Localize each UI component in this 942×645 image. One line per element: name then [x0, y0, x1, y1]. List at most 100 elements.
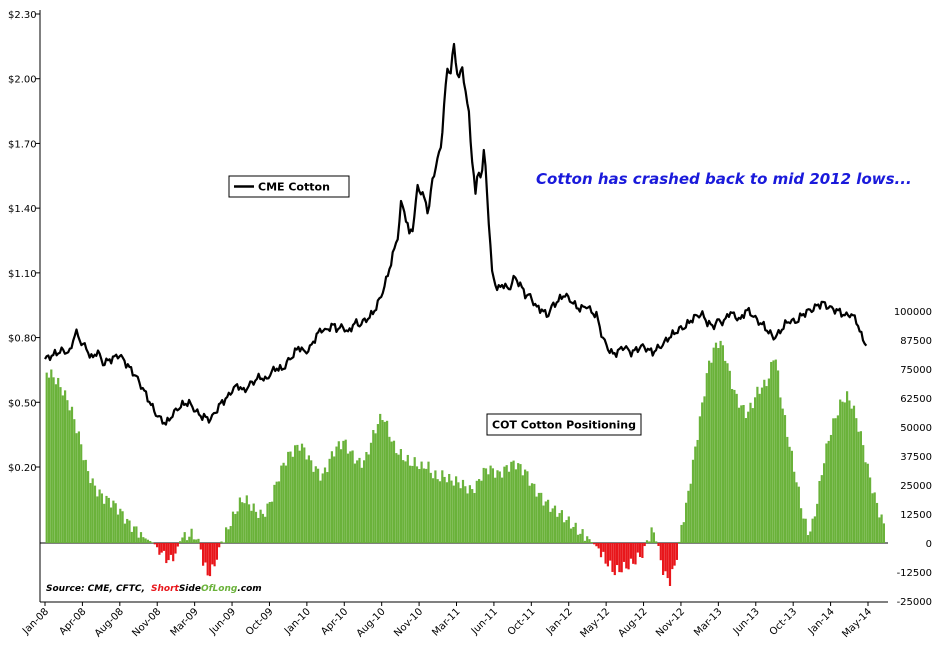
x-tick-label: Jan-12: [544, 606, 575, 637]
cot-bar: [880, 514, 883, 543]
cot-bar: [777, 370, 780, 543]
cot-bar: [399, 449, 402, 543]
cot-bar: [848, 400, 851, 543]
cot-bar: [609, 543, 612, 561]
cot-bar: [420, 461, 423, 543]
cot-bar: [662, 543, 665, 575]
y-left-tick-label: $2.30: [8, 10, 37, 21]
cot-bar: [590, 542, 593, 543]
cot-bar: [351, 450, 354, 543]
cot-bar: [146, 539, 149, 543]
cot-bar: [816, 503, 819, 543]
cot-bar: [689, 483, 692, 543]
cot-bar: [227, 529, 230, 543]
cot-bar: [450, 480, 453, 543]
cot-bar: [802, 518, 805, 543]
cot-bar: [346, 453, 350, 543]
cot-bar: [188, 536, 191, 543]
cot-bar: [570, 528, 573, 543]
x-tick-label: Aug-10: [355, 606, 388, 639]
cot-bar: [167, 543, 170, 561]
y-right-tick-label: 25000: [900, 481, 932, 492]
cot-bar: [342, 440, 345, 543]
cot-bar: [142, 537, 145, 543]
cot-bar: [257, 517, 260, 543]
x-tick-label: Mar-13: [692, 606, 724, 638]
cot-bar: [365, 451, 368, 543]
cot-bar: [579, 533, 582, 543]
cot-bar: [432, 478, 435, 543]
cot-bar: [151, 542, 154, 543]
cot-bar: [846, 391, 849, 543]
cot-bar: [165, 543, 168, 564]
cot-bar: [871, 493, 874, 543]
cot-bar: [402, 460, 405, 543]
cot-bar: [813, 516, 816, 543]
cot-bar: [126, 518, 129, 543]
cot-bar: [153, 543, 156, 545]
cot-bar: [482, 467, 485, 543]
cot-bar: [52, 377, 55, 543]
cot-bar: [779, 397, 782, 543]
cot-bar: [54, 384, 57, 543]
cot-bar: [103, 503, 106, 543]
cot-bar: [116, 514, 120, 543]
cot-bar: [616, 543, 619, 566]
cot-bar: [229, 526, 232, 543]
cot-bar: [740, 405, 743, 543]
cot-bar: [369, 442, 373, 543]
cot-bar: [245, 495, 248, 543]
cot-bar: [461, 479, 465, 543]
cot-bar: [266, 503, 269, 543]
cot-bar: [703, 396, 706, 543]
cot-bar: [160, 543, 163, 553]
cot-bar: [528, 485, 531, 543]
y-right-tick-label: 37500: [900, 452, 932, 463]
cot-bar: [742, 405, 745, 543]
cot-bar: [434, 470, 437, 543]
x-tick-label: Nov-10: [392, 606, 425, 639]
cot-bar: [581, 529, 584, 543]
cot-bar: [620, 543, 623, 573]
cot-bar: [524, 469, 527, 543]
cot-bar: [487, 474, 490, 543]
cot-bar: [806, 535, 810, 543]
cot-bar: [243, 503, 246, 543]
cot-bar: [832, 418, 835, 543]
cot-bar: [574, 522, 577, 543]
cot-bar: [130, 531, 133, 543]
cot-bar: [466, 493, 469, 543]
legend-line-label: CME Cotton: [258, 181, 330, 194]
cot-bar: [448, 473, 451, 543]
x-tick-label: May-14: [840, 606, 874, 640]
cot-bar: [425, 468, 428, 543]
cot-bar: [409, 465, 412, 543]
cot-bar: [859, 431, 862, 543]
cot-bar: [459, 488, 462, 543]
cot-bar: [701, 402, 704, 543]
cot-bar: [708, 360, 711, 543]
cot-bar: [687, 490, 690, 543]
cot-bar: [319, 480, 322, 543]
cot-bar: [602, 543, 605, 552]
cot-bar: [303, 447, 306, 543]
x-axis: Jan-08 Apr-08 Aug-08 Nov-08 Mar-09 Jun-09 Oct-…: [20, 602, 874, 640]
cot-bar: [215, 543, 218, 560]
cot-bar: [542, 505, 545, 543]
cot-bar: [551, 508, 554, 543]
cot-bar: [310, 460, 313, 543]
cot-bar: [471, 489, 474, 543]
cot-bar: [174, 543, 177, 554]
cot-bar: [873, 492, 876, 543]
cot-bar: [489, 465, 492, 543]
cot-bar: [441, 470, 444, 543]
cot-bar: [797, 486, 800, 543]
cot-bar: [818, 480, 821, 543]
cot-bar: [206, 543, 209, 576]
cot-bar: [829, 434, 833, 543]
cot-bar: [238, 497, 241, 543]
cot-bar: [648, 541, 651, 543]
cot-bar: [747, 411, 750, 543]
y-right-tick-label: 50000: [900, 423, 932, 434]
cot-bar: [855, 418, 858, 543]
